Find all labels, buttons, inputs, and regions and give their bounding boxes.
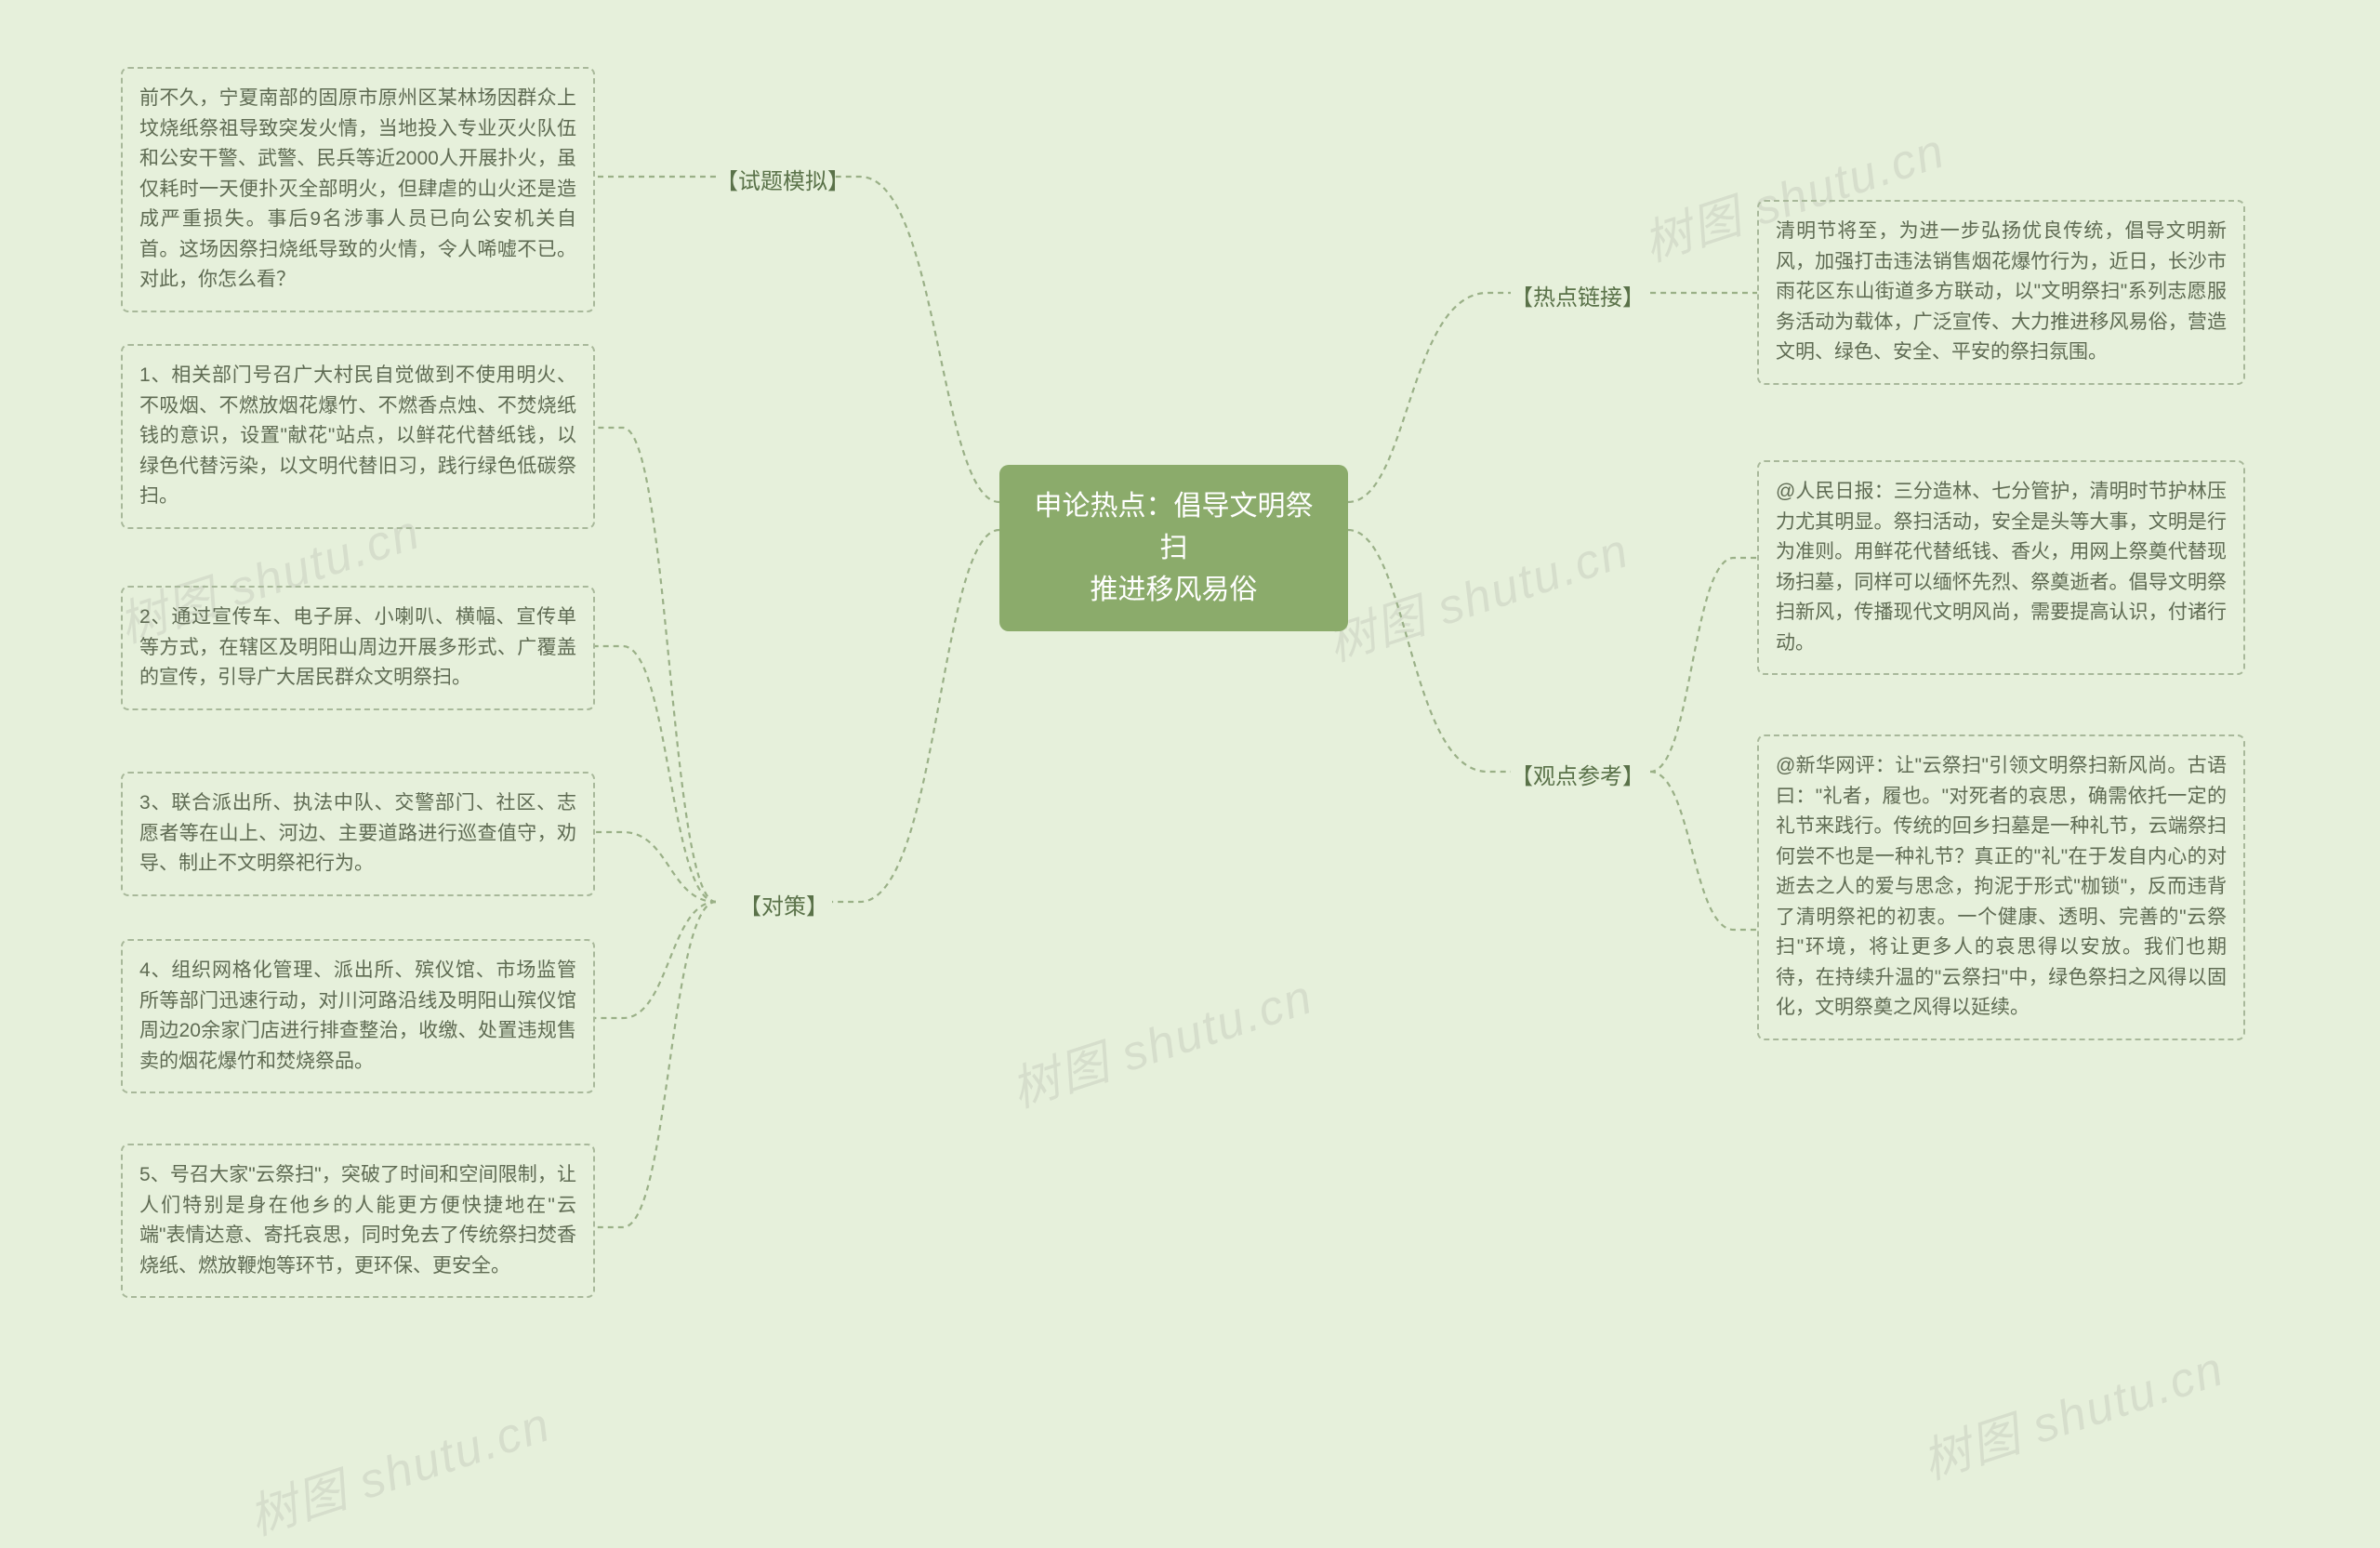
watermark: 树图 shutu.cn [239, 1385, 559, 1548]
branch-label-strategy: 【对策】 [739, 888, 828, 920]
leaf-strategy-1: 2、通过宣传车、电子屏、小喇叭、横幅、宣传单等方式，在辖区及明阳山周边开展多形式… [121, 586, 595, 710]
leaf-viewpoint-1: @新华网评：让"云祭扫"引领文明祭扫新风尚。古语曰："礼者，履也。"对死者的哀思… [1757, 734, 2245, 1040]
leaf-exam-0: 前不久，宁夏南部的固原市原州区某林场因群众上坟烧纸祭祖导致突发火情，当地投入专业… [121, 67, 595, 312]
center-topic: 申论热点：倡导文明祭扫 推进移风易俗 [999, 465, 1348, 631]
leaf-strategy-2: 3、联合派出所、执法中队、交警部门、社区、志愿者等在山上、河边、主要道路进行巡查… [121, 772, 595, 896]
leaf-hotlink-0: 清明节将至，为进一步弘扬优良传统，倡导文明新风，加强打击违法销售烟花爆竹行为，近… [1757, 200, 2245, 385]
branch-label-viewpoint: 【观点参考】 [1511, 758, 1645, 790]
branch-label-exam: 【试题模拟】 [716, 163, 850, 195]
watermark: 树图 shutu.cn [1912, 1330, 2232, 1492]
center-title-line2: 推进移风易俗 [1024, 569, 1324, 611]
leaf-strategy-4: 5、号召大家"云祭扫"，突破了时间和空间限制，让人们特别是身在他乡的人能更方便快… [121, 1144, 595, 1298]
center-title-line1: 申论热点：倡导文明祭扫 [1024, 485, 1324, 569]
branch-label-hotlink: 【热点链接】 [1511, 279, 1645, 311]
watermark: 树图 shutu.cn [1001, 958, 1321, 1120]
watermark: 树图 shutu.cn [1317, 511, 1637, 674]
leaf-viewpoint-0: @人民日报：三分造林、七分管护，清明时节护林压力尤其明显。祭扫活动，安全是头等大… [1757, 460, 2245, 675]
leaf-strategy-0: 1、相关部门号召广大村民自觉做到不使用明火、不吸烟、不燃放烟花爆竹、不燃香点烛、… [121, 344, 595, 529]
leaf-strategy-3: 4、组织网格化管理、派出所、殡仪馆、市场监管所等部门迅速行动，对川河路沿线及明阳… [121, 939, 595, 1093]
